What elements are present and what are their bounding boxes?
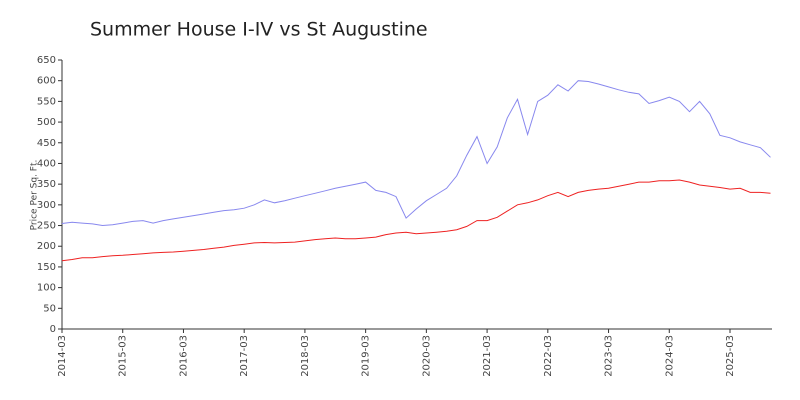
x-tick-label: 2023-03 bbox=[604, 335, 615, 377]
x-tick-label: 2022-03 bbox=[543, 335, 554, 377]
x-tick-label: 2024-03 bbox=[664, 335, 675, 377]
y-tick-label: 300 bbox=[37, 200, 56, 211]
y-tick-label: 150 bbox=[37, 262, 56, 273]
y-tick-label: 100 bbox=[37, 283, 56, 294]
y-tick-label: 500 bbox=[37, 117, 56, 128]
y-tick-label: 200 bbox=[37, 241, 56, 252]
chart-title: Summer House I-IV vs St Augustine bbox=[90, 19, 428, 41]
y-tick-label: 400 bbox=[37, 158, 56, 169]
y-tick-label: 550 bbox=[37, 96, 56, 107]
y-tick-label: 650 bbox=[37, 55, 56, 66]
series-line bbox=[61, 80, 771, 227]
y-tick-label: 600 bbox=[37, 76, 56, 87]
y-tick-label: 450 bbox=[37, 138, 56, 149]
x-tick-label: 2016-03 bbox=[178, 335, 189, 377]
series-line bbox=[61, 179, 771, 262]
x-tick-label: 2019-03 bbox=[361, 335, 372, 377]
x-tick-label: 2025-03 bbox=[725, 335, 736, 377]
y-tick-label: 0 bbox=[50, 324, 56, 335]
x-tick-label: 2020-03 bbox=[421, 335, 432, 377]
x-tick-label: 2017-03 bbox=[239, 335, 250, 377]
y-tick-label: 350 bbox=[37, 179, 56, 190]
y-axis-label: Price Per Sq. Ft. bbox=[30, 160, 40, 231]
y-tick-label: 50 bbox=[43, 303, 56, 314]
x-tick-label: 2018-03 bbox=[300, 335, 311, 377]
y-tick-label: 250 bbox=[37, 221, 56, 232]
x-tick-label: 2021-03 bbox=[482, 335, 493, 377]
x-tick-label: 2015-03 bbox=[118, 335, 129, 377]
x-tick-label: 2014-03 bbox=[57, 335, 68, 377]
